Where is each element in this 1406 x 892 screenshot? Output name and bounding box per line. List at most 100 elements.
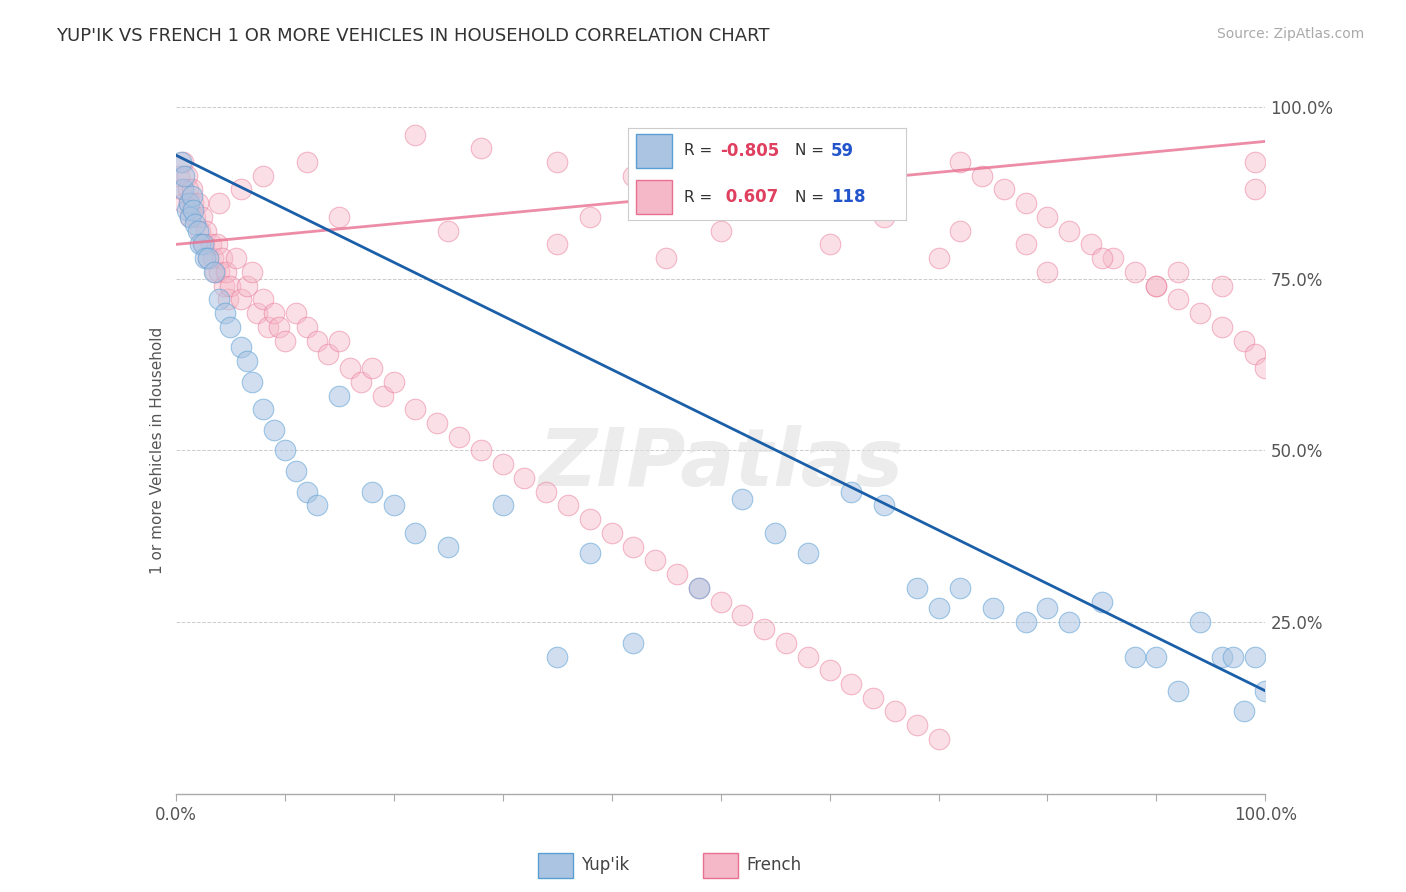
Point bbox=[191, 210, 214, 224]
Point bbox=[205, 237, 228, 252]
Point bbox=[1057, 224, 1080, 238]
Point bbox=[534, 484, 557, 499]
Point bbox=[949, 224, 972, 238]
Text: French: French bbox=[747, 856, 801, 874]
Point bbox=[360, 484, 382, 499]
Point bbox=[212, 278, 235, 293]
Point bbox=[775, 636, 797, 650]
Point bbox=[197, 251, 219, 265]
Point bbox=[905, 581, 928, 595]
Point bbox=[993, 182, 1015, 196]
Point bbox=[710, 594, 733, 608]
Point bbox=[818, 237, 841, 252]
Point bbox=[655, 251, 678, 265]
Point bbox=[1144, 649, 1167, 664]
Point bbox=[215, 265, 238, 279]
Point bbox=[621, 636, 644, 650]
Point bbox=[644, 553, 666, 567]
Text: N =: N = bbox=[794, 144, 828, 158]
Point bbox=[195, 224, 218, 238]
Point bbox=[194, 251, 217, 265]
Point bbox=[841, 484, 863, 499]
Point bbox=[437, 224, 460, 238]
Point bbox=[382, 375, 405, 389]
Point bbox=[1189, 306, 1212, 320]
Point bbox=[170, 155, 193, 169]
Point bbox=[219, 319, 242, 334]
Point bbox=[470, 443, 492, 458]
Point bbox=[235, 278, 257, 293]
Point bbox=[981, 601, 1004, 615]
Point bbox=[1036, 265, 1059, 279]
Point bbox=[557, 499, 579, 513]
Point bbox=[181, 189, 204, 203]
Bar bbox=[537, 853, 574, 878]
Text: -0.805: -0.805 bbox=[720, 142, 779, 160]
Point bbox=[274, 443, 297, 458]
Point bbox=[179, 210, 201, 224]
Point bbox=[214, 306, 236, 320]
Point bbox=[204, 265, 226, 279]
Point bbox=[1211, 278, 1233, 293]
Point bbox=[928, 731, 950, 746]
Point bbox=[295, 484, 318, 499]
Point bbox=[905, 718, 928, 732]
Point bbox=[208, 196, 231, 211]
Text: R =: R = bbox=[683, 144, 717, 158]
Point bbox=[970, 169, 993, 183]
Point bbox=[731, 491, 754, 506]
Point bbox=[1254, 361, 1277, 376]
Point bbox=[1243, 182, 1265, 196]
Point bbox=[841, 677, 863, 691]
Point bbox=[235, 354, 257, 368]
Point bbox=[928, 601, 950, 615]
Point bbox=[405, 402, 427, 417]
Point bbox=[949, 581, 972, 595]
Point bbox=[492, 457, 515, 471]
Point bbox=[1123, 649, 1146, 664]
Point bbox=[1254, 683, 1277, 698]
Point bbox=[181, 203, 204, 218]
Point bbox=[796, 546, 818, 561]
Point bbox=[284, 306, 307, 320]
Point bbox=[231, 293, 253, 307]
Point bbox=[284, 464, 307, 478]
Point bbox=[269, 319, 291, 334]
Point bbox=[177, 182, 200, 196]
Point bbox=[862, 690, 884, 705]
Point bbox=[176, 169, 198, 183]
Point bbox=[600, 525, 623, 540]
Point bbox=[928, 251, 950, 265]
Point bbox=[188, 237, 211, 252]
Point bbox=[688, 581, 710, 595]
Point bbox=[1243, 649, 1265, 664]
Bar bbox=[637, 134, 672, 168]
Point bbox=[188, 224, 211, 238]
Point bbox=[818, 663, 841, 677]
Point bbox=[172, 182, 194, 196]
Point bbox=[184, 217, 207, 231]
Point bbox=[405, 525, 427, 540]
Point bbox=[1015, 196, 1038, 211]
Point bbox=[167, 169, 190, 183]
Point bbox=[328, 210, 350, 224]
Point bbox=[1036, 210, 1059, 224]
Point bbox=[307, 499, 329, 513]
Point bbox=[710, 182, 733, 196]
Point bbox=[170, 182, 193, 196]
Point bbox=[579, 546, 602, 561]
Point bbox=[546, 237, 568, 252]
Point bbox=[231, 182, 253, 196]
Point bbox=[1036, 601, 1059, 615]
Point bbox=[579, 210, 602, 224]
Point bbox=[405, 128, 427, 142]
Point bbox=[1091, 594, 1114, 608]
Point bbox=[231, 340, 253, 354]
Point bbox=[177, 196, 200, 211]
Point bbox=[350, 375, 373, 389]
Point bbox=[177, 196, 200, 211]
Point bbox=[328, 334, 350, 348]
Text: 0.607: 0.607 bbox=[720, 188, 778, 206]
Text: N =: N = bbox=[794, 190, 828, 204]
Point bbox=[763, 196, 786, 211]
